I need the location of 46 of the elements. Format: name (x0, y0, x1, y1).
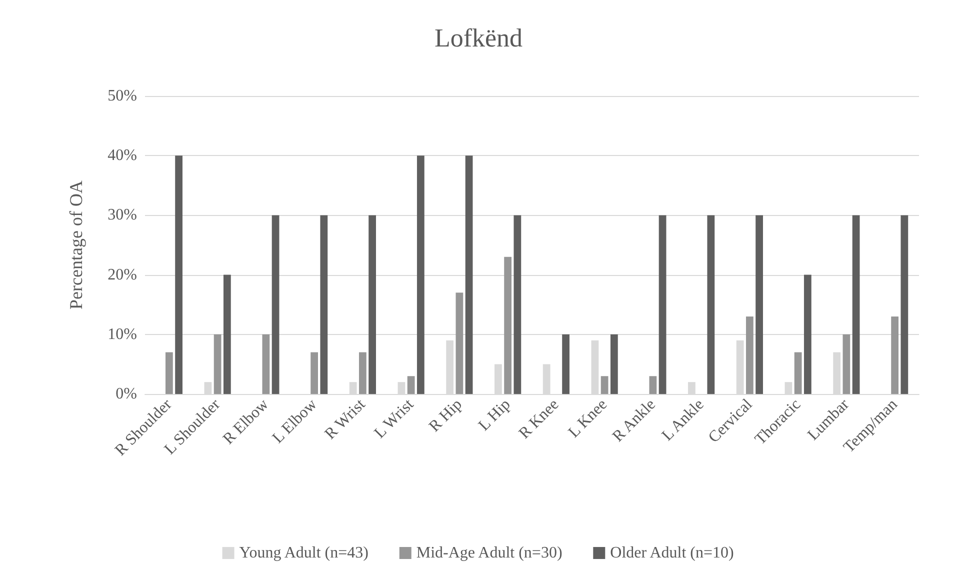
bar (407, 376, 415, 394)
y-tick-label: 10% (108, 326, 137, 343)
y-tick-label: 20% (108, 266, 137, 284)
x-tick-label: L Hip (476, 396, 514, 434)
bar (358, 352, 366, 394)
bar (756, 215, 763, 394)
bar (514, 215, 522, 394)
bar (320, 215, 328, 394)
legend-label: Older Adult (n=10) (610, 544, 734, 562)
y-axis-title: Percentage of OA (66, 180, 86, 310)
bar (610, 334, 618, 394)
bar (368, 215, 376, 394)
bar (649, 376, 657, 394)
bar (707, 215, 715, 394)
x-tick-label: R Wrist (322, 396, 370, 443)
bar (262, 334, 270, 394)
x-tick-label: L Knee (565, 396, 611, 442)
y-tick-label: 50% (108, 88, 137, 104)
y-tick-label: 30% (108, 206, 137, 224)
bar (456, 292, 464, 394)
bar (416, 156, 424, 394)
x-tick-label: R Hip (426, 396, 466, 436)
bar (746, 316, 754, 394)
legend-label: Mid-Age Adult (n=30) (416, 544, 562, 562)
y-tick-label: 0% (116, 386, 137, 402)
bar (223, 274, 231, 394)
bar (900, 215, 908, 394)
bar (465, 156, 473, 394)
bar (165, 352, 173, 394)
bar (852, 215, 860, 394)
chart-title: Lofkënd (434, 24, 523, 52)
x-tick-label: L Wrist (371, 396, 418, 442)
bar (214, 334, 222, 394)
bar (600, 376, 608, 394)
y-tick-label: 40% (108, 147, 137, 164)
bar (842, 334, 850, 394)
bar (891, 316, 899, 394)
bar (504, 256, 512, 394)
bar (658, 215, 666, 394)
bar (310, 352, 318, 394)
bar (175, 156, 182, 394)
legend-label: Young Adult (n=43) (239, 544, 368, 562)
bar (804, 274, 812, 394)
bar (794, 352, 802, 394)
bar (562, 334, 570, 394)
bar (272, 215, 280, 394)
